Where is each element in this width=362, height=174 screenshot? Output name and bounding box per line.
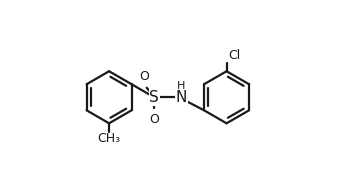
Text: CH₃: CH₃ <box>97 132 121 145</box>
Text: S: S <box>149 90 159 105</box>
Text: O: O <box>139 70 149 83</box>
Text: N: N <box>176 90 187 105</box>
Text: O: O <box>149 113 159 126</box>
Text: Cl: Cl <box>228 49 240 62</box>
Text: H: H <box>177 81 186 91</box>
